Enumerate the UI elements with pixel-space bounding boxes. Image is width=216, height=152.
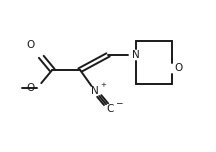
Text: O: O — [27, 83, 35, 93]
Text: O: O — [175, 64, 183, 73]
Text: O: O — [27, 40, 35, 50]
Text: N: N — [91, 86, 99, 96]
Text: N: N — [132, 50, 140, 60]
Text: C: C — [106, 104, 114, 114]
Text: −: − — [114, 99, 122, 108]
Text: +: + — [100, 82, 106, 88]
